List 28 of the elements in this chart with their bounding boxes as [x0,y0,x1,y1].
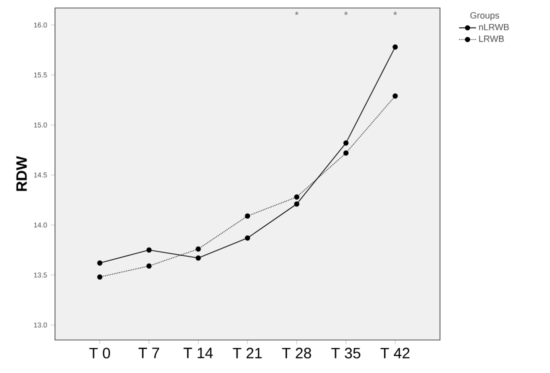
x-tick-label: T 7 [138,348,160,358]
point [97,260,102,266]
x-tick-label: T 28 [282,348,312,358]
legend-label: nLRWB [479,24,509,30]
annotation: * [344,12,348,16]
point [343,150,349,156]
point [244,235,250,241]
point [343,140,349,146]
annotation: * [393,12,397,16]
point [146,247,152,253]
y-axis-title: RDW [16,156,27,191]
point [196,246,201,252]
x-tick-label: T 0 [89,348,110,358]
point [244,213,250,219]
legend-title: Groups [470,12,500,20]
point [196,255,201,261]
point [392,44,398,50]
x-tick-label: T 14 [184,348,213,358]
point [97,274,102,280]
legend-label: LRWB [479,36,504,42]
point [392,93,398,99]
x-tick-label: T 42 [380,348,410,358]
x-tick-label: T 35 [331,348,360,358]
point [146,263,152,269]
annotation: * [294,12,299,16]
point [294,194,300,200]
x-tick-label: T 21 [232,348,262,358]
point [294,201,300,207]
